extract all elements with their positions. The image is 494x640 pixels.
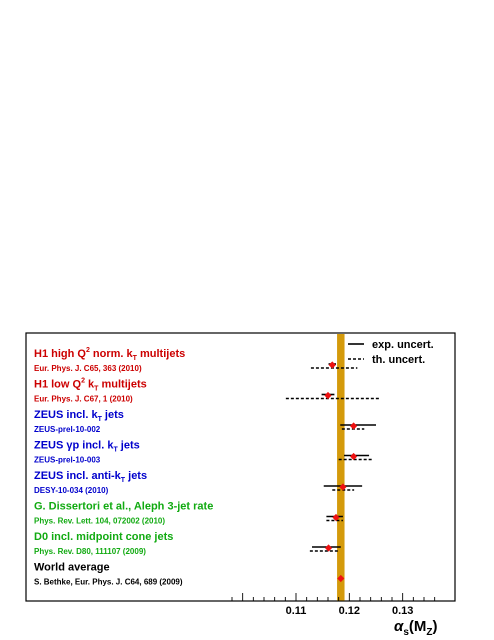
x-axis-title: αs(MZ) bbox=[394, 618, 437, 638]
measurement-label: ZEUS incl. anti-kT jets bbox=[34, 470, 147, 484]
central-value-marker bbox=[339, 483, 347, 491]
central-value-marker bbox=[328, 361, 336, 369]
measurement-reference: DESY-10-034 (2010) bbox=[34, 486, 109, 495]
tick-label: 0.13 bbox=[392, 605, 413, 617]
tick-label: 0.12 bbox=[339, 605, 360, 617]
tick-label: 0.11 bbox=[286, 605, 307, 617]
measurement-marks bbox=[285, 361, 380, 583]
measurement-reference: Eur. Phys. J. C65, 363 (2010) bbox=[34, 364, 142, 373]
central-value-marker bbox=[324, 544, 333, 552]
central-value-marker bbox=[332, 513, 340, 522]
central-value-marker bbox=[337, 574, 345, 583]
measurement-label: World average bbox=[34, 562, 110, 574]
x-axis: 0.11 0.12 0.13 bbox=[231, 593, 440, 617]
legend-th-label: th. uncert. bbox=[372, 354, 425, 366]
measurement-reference: S. Bethke, Eur. Phys. J. C64, 689 (2009) bbox=[34, 578, 183, 587]
measurement-reference: ZEUS-prel-10-003 bbox=[34, 456, 101, 465]
measurement-labels: H1 high Q2 norm. kT multijets Eur. Phys. … bbox=[34, 347, 213, 587]
measurement-label: ZEUS incl. kT jets bbox=[34, 409, 124, 423]
legend: exp. uncert. th. uncert. bbox=[348, 339, 434, 366]
measurement-reference: Phys. Rev. D80, 111107 (2009) bbox=[34, 547, 146, 556]
measurement-label: G. Dissertori et al., Aleph 3-jet rate bbox=[34, 501, 213, 513]
central-value-marker bbox=[350, 452, 358, 461]
legend-exp-label: exp. uncert. bbox=[372, 339, 434, 351]
measurement-reference: Eur. Phys. J. C67, 1 (2010) bbox=[34, 395, 133, 404]
measurement-label: H1 high Q2 norm. kT multijets bbox=[34, 347, 185, 362]
world-average-band bbox=[337, 334, 345, 601]
central-value-marker bbox=[324, 391, 332, 400]
measurement-label: H1 low Q2 kT multijets bbox=[34, 378, 147, 393]
measurement-label: D0 incl. midpoint cone jets bbox=[34, 531, 173, 543]
measurement-label: ZEUS γp incl. kT jets bbox=[34, 440, 140, 454]
measurement-reference: ZEUS-prel-10-002 bbox=[34, 425, 101, 434]
measurement-reference: Phys. Rev. Lett. 104, 072002 (2010) bbox=[34, 517, 165, 526]
central-value-marker bbox=[350, 422, 358, 430]
